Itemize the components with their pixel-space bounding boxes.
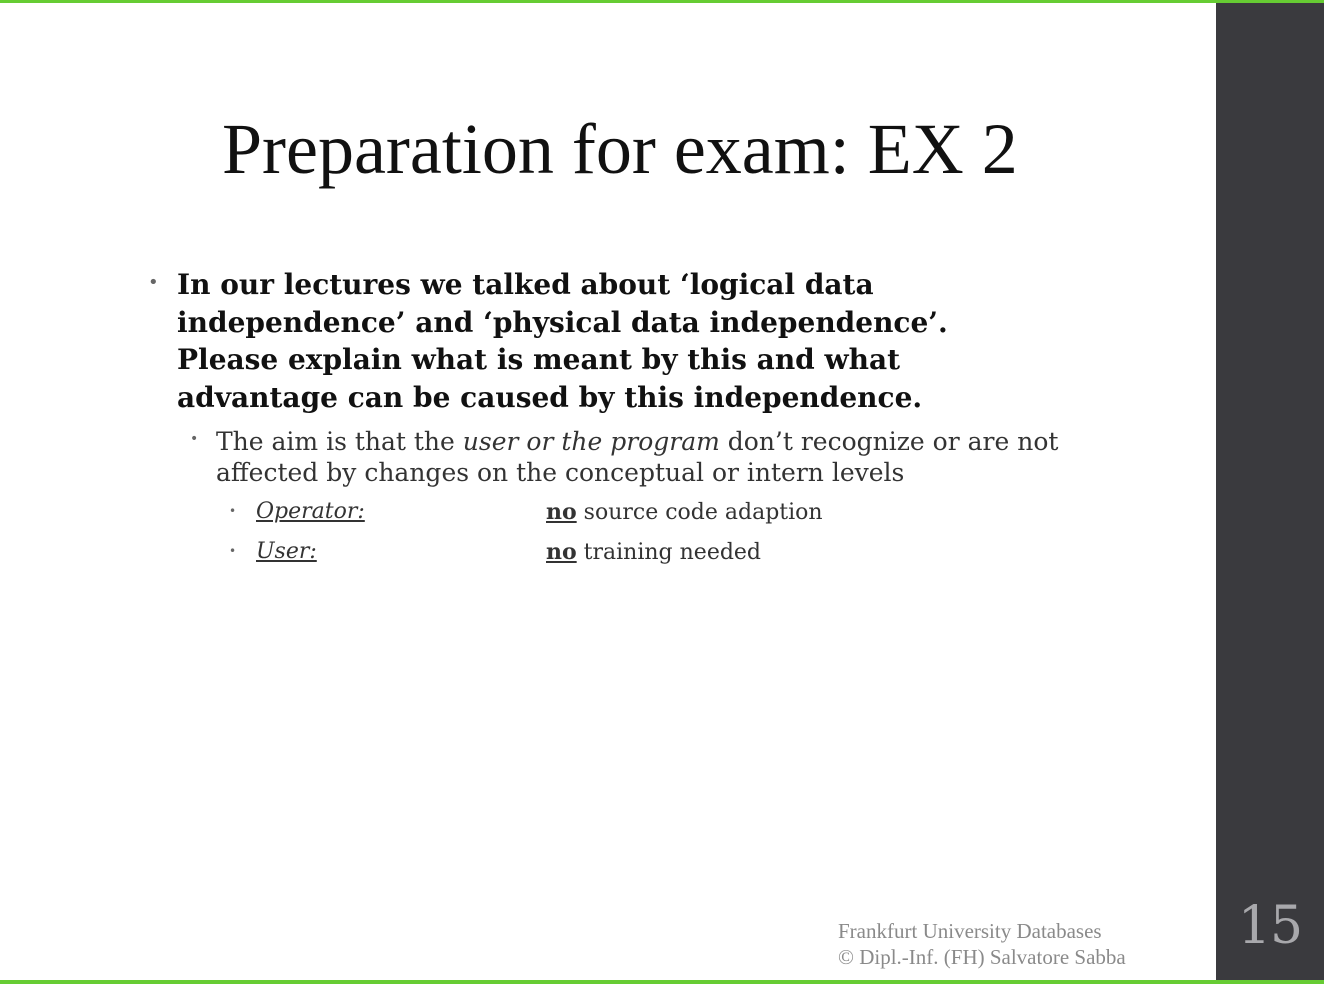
bullet-icon: • — [148, 272, 159, 293]
point-keyword: no — [546, 539, 577, 565]
side-panel — [1216, 3, 1324, 980]
answer-text: The aim is that the user or the program … — [216, 426, 1096, 488]
point-value: no training needed — [546, 538, 761, 567]
point-operator: • Operator: no source code adaption — [148, 498, 1188, 538]
footer-line-institution: Frankfurt University Databases — [838, 919, 1102, 943]
answer-text-emphasis: user or the program — [462, 427, 720, 456]
slide-title: Preparation for exam: EX 2 — [222, 109, 1018, 189]
answer-text-before: The aim is that the — [216, 427, 463, 456]
point-keyword: no — [546, 499, 577, 525]
bullet-icon: • — [229, 504, 237, 518]
point-label: Operator: — [256, 499, 365, 524]
answer-bullet: • The aim is that the user or the progra… — [148, 426, 1188, 488]
top-accent-line — [0, 0, 1324, 3]
page-number: 15 — [1237, 896, 1303, 956]
point-text: training needed — [576, 540, 762, 565]
point-value: no source code adaption — [546, 498, 823, 527]
footer-line-author: © Dipl.-Inf. (FH) Salvatore Sabba — [838, 945, 1126, 969]
footer: Frankfurt University Databases © Dipl.-I… — [838, 918, 1126, 970]
point-user: • User: no training needed — [148, 538, 1188, 578]
question-text: In our lectures we talked about ‘logical… — [177, 268, 948, 414]
question-bullet: • In our lectures we talked about ‘logic… — [148, 266, 1188, 416]
point-label: User: — [256, 539, 317, 564]
bullet-icon: • — [190, 431, 199, 447]
slide-content: • In our lectures we talked about ‘logic… — [148, 266, 1188, 578]
answer-text-after: don’t recognize or are not affected by c… — [216, 427, 1059, 487]
bullet-icon: • — [229, 544, 237, 558]
point-text: source code adaption — [576, 500, 823, 525]
bottom-accent-line — [0, 980, 1324, 984]
